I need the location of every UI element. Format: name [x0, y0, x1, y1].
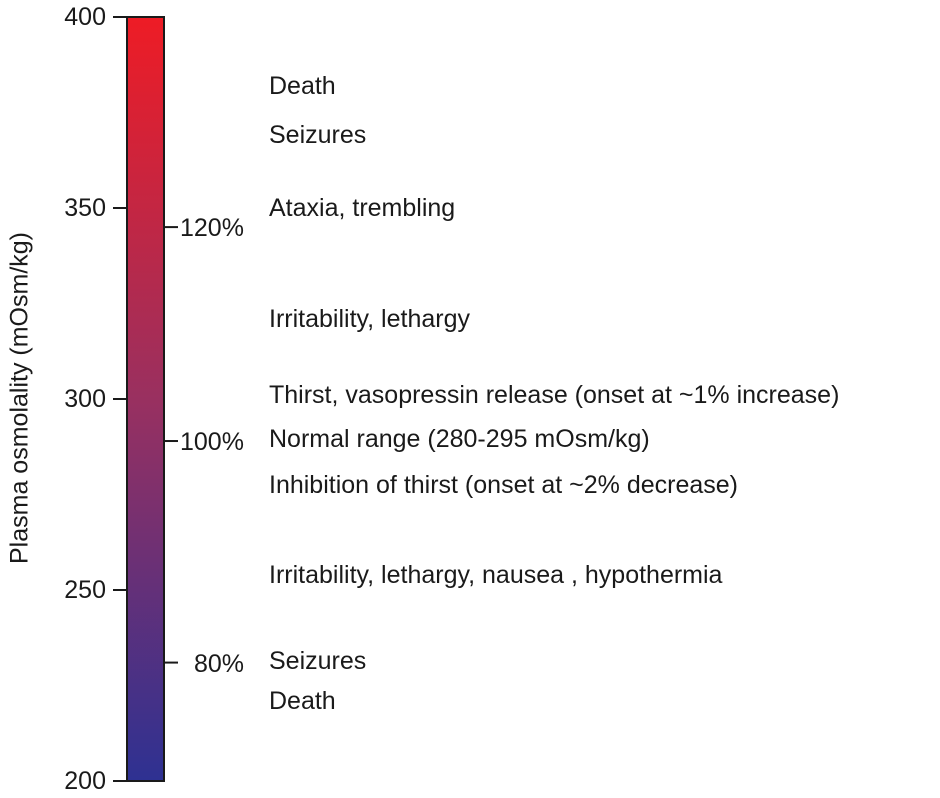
annotation-8: Irritability, lethargy, nausea , hypothe… — [269, 560, 723, 589]
y-axis-title: Plasma osmolality (mOsm/kg) — [5, 232, 34, 564]
annotation-5: Thirst, vasopressin release (onset at ~1… — [269, 381, 840, 410]
osmolality-gradient-bar — [126, 16, 165, 782]
annotation-9: Seizures — [269, 646, 367, 675]
axis-tick-label-300: 300 — [64, 385, 106, 413]
percent-ticks — [164, 226, 178, 664]
axis-tick-label-200: 200 — [64, 767, 106, 795]
annotation-7: Inhibition of thirst (onset at ~2% decre… — [269, 470, 739, 499]
annotation-6: Normal range (280-295 mOsm/kg) — [269, 425, 650, 454]
annotation-10: Death — [269, 686, 336, 715]
percent-label-100pct: 100% — [180, 428, 244, 457]
annotation-2: Seizures — [269, 121, 367, 150]
axis-tick-label-250: 250 — [64, 576, 106, 604]
axis-tick-label-400: 400 — [64, 3, 106, 31]
percent-label-120pct: 120% — [180, 214, 244, 243]
axis-ticks — [113, 16, 127, 782]
annotation-3: Ataxia, trembling — [269, 194, 456, 222]
annotation-1: Death — [269, 71, 336, 100]
percent-label-80pct: 80% — [194, 649, 245, 678]
axis-tick-label-350: 350 — [64, 194, 106, 222]
annotation-4: Irritability, lethargy — [269, 304, 470, 333]
